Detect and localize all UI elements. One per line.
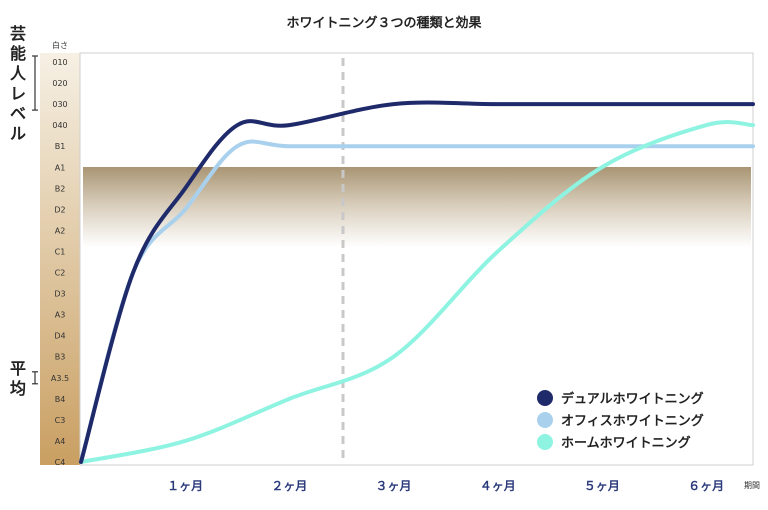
band-label-char: 人 xyxy=(10,64,27,83)
series-lines xyxy=(79,100,755,464)
chart-title: ホワイトニング３つの種類と効果 xyxy=(286,15,481,31)
y-tick-label: C1 xyxy=(55,247,66,256)
y-tick-label: C4 xyxy=(55,458,66,467)
x-tick-label: ５ヶ月 xyxy=(584,479,620,493)
x-tick-label: ６ヶ月 xyxy=(688,479,724,493)
plot-area xyxy=(79,52,754,466)
legend-label: ホームホワイトニング xyxy=(561,435,691,451)
x-tick-labels: １ヶ月 ２ヶ月 ３ヶ月 ４ヶ月 ５ヶ月 ６ヶ月 xyxy=(167,479,724,493)
y-tick-label: C3 xyxy=(55,416,66,425)
y-tick-label: A2 xyxy=(55,226,66,235)
y-axis-header: 白さ xyxy=(52,40,68,50)
legend-label: デュアルホワイトニング xyxy=(561,391,704,407)
x-axis-unit: 期間 xyxy=(744,481,760,490)
y-tick-label: B2 xyxy=(55,184,66,193)
band-label-char: 均 xyxy=(10,379,26,398)
y-tick-label: B1 xyxy=(55,142,66,151)
y-tick-label: A3.5 xyxy=(51,374,69,383)
series-line xyxy=(79,100,755,464)
x-tick-label: ４ヶ月 xyxy=(480,479,516,493)
band-label-char: 平 xyxy=(10,359,26,378)
legend-marker xyxy=(537,412,553,428)
band-label-char: 能 xyxy=(10,44,26,63)
y-tick-label: A1 xyxy=(55,163,66,172)
y-tick-labels: 010 020 030 040 B1 A1 B2 D2 A2 C1 C2 D3 A3 D4 B3 A3.5 B4… xyxy=(51,58,69,467)
y-tick-label: 040 xyxy=(52,121,67,130)
legend-marker xyxy=(537,434,553,450)
y-tick-label: A4 xyxy=(55,437,66,446)
band-label-char: 芸 xyxy=(10,24,26,43)
band-label-char: ル xyxy=(10,124,26,143)
x-tick-label: ３ヶ月 xyxy=(376,479,412,493)
y-tick-label: C2 xyxy=(55,269,66,278)
whiteness-scale-bar xyxy=(40,53,80,465)
band-label-char: ベ xyxy=(10,104,26,123)
y-tick-label: B4 xyxy=(55,395,66,404)
highlight-band xyxy=(83,167,751,247)
y-tick-label: 010 xyxy=(52,58,67,67)
series-line xyxy=(79,120,755,464)
x-tick-label: １ヶ月 xyxy=(167,479,203,493)
legend-label: オフィスホワイトニング xyxy=(561,413,704,429)
legend-marker xyxy=(537,390,553,406)
y-tick-label: D3 xyxy=(54,290,65,299)
y-tick-label: A3 xyxy=(55,311,66,320)
y-tick-label: 030 xyxy=(52,100,67,109)
y-tick-label: B3 xyxy=(55,353,66,362)
y-tick-label: D4 xyxy=(54,332,65,341)
band-label-char: レ xyxy=(10,84,26,103)
y-tick-label: D2 xyxy=(54,205,65,214)
y-tick-label: 020 xyxy=(52,79,67,88)
x-tick-label: ２ヶ月 xyxy=(271,479,307,493)
